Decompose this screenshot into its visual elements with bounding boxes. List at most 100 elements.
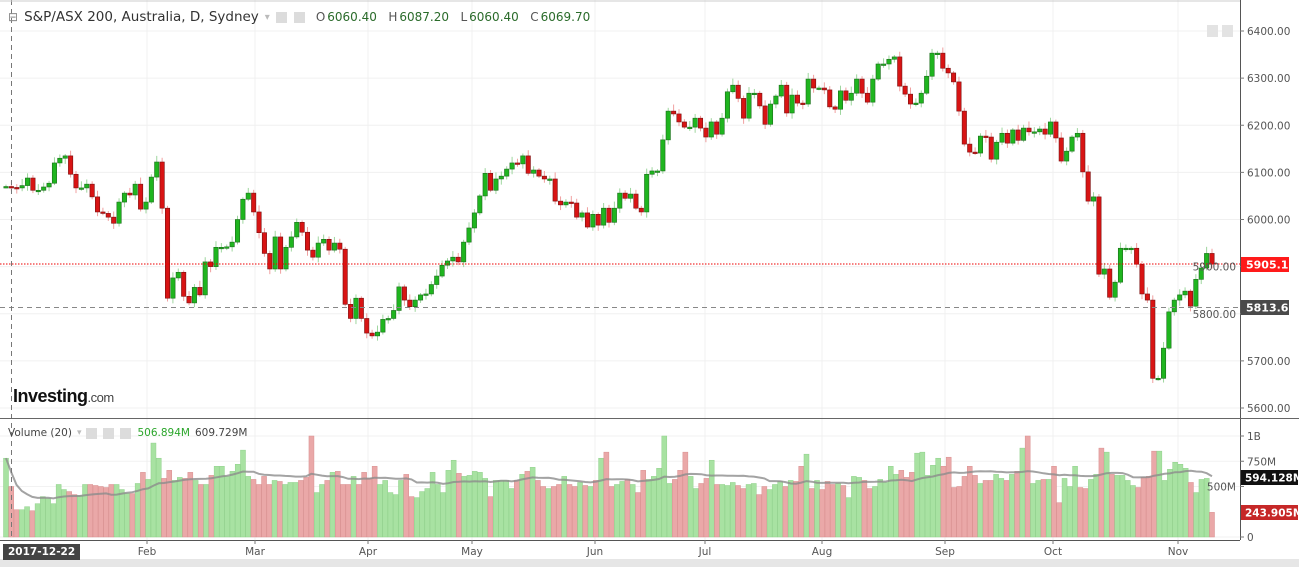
volume-bar [482, 478, 488, 538]
volume-bar [419, 491, 425, 538]
candle-body [633, 193, 639, 209]
volume-bar [377, 484, 383, 538]
candle [1015, 124, 1021, 145]
volume-axis[interactable]: 1B 750M 500M 0 [1207, 431, 1276, 544]
candle-body [509, 162, 515, 170]
candle [202, 257, 208, 299]
candle-body [724, 91, 730, 119]
volume-bar [240, 449, 246, 538]
time-tick-label: Mar [245, 546, 265, 558]
candle-body [466, 227, 472, 243]
volume-tick-label: 1B [1247, 431, 1261, 443]
candle [143, 197, 149, 214]
volume-bar [830, 484, 836, 538]
close-icon[interactable] [120, 427, 132, 439]
time-axis[interactable]: Feb Mar Apr May Jun Jul Aug Sep Oct Nov [138, 540, 1189, 558]
settings-icon[interactable] [103, 427, 115, 439]
candle-body [434, 275, 440, 285]
collapse-icon[interactable]: ⊟ [8, 10, 19, 24]
scale-up-button[interactable] [1207, 25, 1218, 37]
bottom-scrollbar[interactable] [0, 559, 1299, 567]
candle-body [638, 207, 644, 213]
price-axis[interactable]: 6400.00 6300.00 6200.00 6100.00 6000.00 5900.… [1193, 26, 1291, 415]
candle-body [665, 110, 671, 141]
candle [1069, 135, 1075, 154]
volume-bar [493, 480, 499, 538]
chevron-down-icon[interactable]: ▾ [76, 428, 82, 438]
volume-bar [503, 480, 510, 538]
candle [84, 179, 90, 193]
candle-body [961, 110, 967, 145]
settings-icon[interactable] [293, 11, 305, 23]
candle [68, 150, 74, 178]
candle-body [412, 299, 418, 307]
volume-tick-label: 500M [1207, 482, 1236, 494]
chevron-down-icon[interactable]: ▾ [264, 11, 270, 23]
instrument-title[interactable]: S&P/ASX 200, Australia, D, Sydney [24, 9, 259, 25]
candle-body [1150, 299, 1156, 379]
scale-down-button[interactable] [1222, 25, 1233, 37]
volume-bar [292, 482, 299, 538]
volume-bar [387, 492, 394, 538]
candle [897, 51, 903, 92]
candle [30, 175, 36, 194]
candle-body [288, 236, 294, 248]
candle-body [337, 242, 343, 250]
volume-bar [392, 494, 399, 538]
candle [374, 325, 380, 341]
candle-body [956, 81, 962, 112]
candle [811, 74, 817, 93]
candle [541, 170, 547, 183]
volume-bar [893, 474, 899, 538]
candle [719, 112, 725, 137]
candle-body [719, 117, 725, 135]
candle [348, 298, 354, 323]
candle [956, 76, 962, 116]
candle [138, 177, 144, 212]
candle [886, 55, 892, 70]
candle-body [326, 238, 332, 251]
volume-bar [1151, 450, 1157, 538]
volume-bar [408, 496, 415, 538]
candle-body [1085, 171, 1091, 202]
volume-bar [888, 466, 894, 538]
visibility-icon[interactable] [86, 427, 98, 439]
candle-body [418, 294, 424, 301]
candle [929, 48, 935, 81]
volume-title[interactable]: Volume (20) [8, 427, 72, 439]
volume-ma-label: 594.128M [1245, 473, 1299, 485]
candle-body [988, 136, 994, 160]
candle [514, 158, 520, 167]
volume-bar [324, 480, 330, 538]
visibility-icon[interactable] [275, 11, 287, 23]
candle [832, 104, 838, 113]
candle [902, 82, 908, 97]
time-tick-label: Jul [698, 546, 712, 558]
volume-bar [988, 480, 994, 538]
candle [218, 243, 224, 253]
candle [509, 156, 515, 175]
volume-bar [535, 480, 541, 538]
candle [794, 90, 800, 107]
candle [418, 293, 424, 303]
candle [1010, 128, 1016, 146]
volume-header: Volume (20) ▾ 506.894M 609.729M [8, 427, 247, 439]
candle-body [444, 260, 450, 266]
candle [918, 90, 924, 108]
candle [751, 88, 757, 99]
volume-bar [366, 478, 373, 538]
volume-bar [329, 472, 336, 538]
candle [1047, 117, 1053, 138]
candle-body [385, 318, 391, 321]
volume-bar [8, 486, 15, 538]
volume-bar [519, 474, 525, 538]
volume-tick-label: 750M [1247, 456, 1276, 468]
candle-body [547, 178, 553, 181]
candle-body [681, 121, 687, 128]
investing-logo: Investing.com [13, 386, 114, 407]
candle [1166, 307, 1172, 351]
volume-bar [361, 472, 367, 538]
volume-bar [624, 479, 631, 538]
candle-body [1155, 378, 1161, 381]
